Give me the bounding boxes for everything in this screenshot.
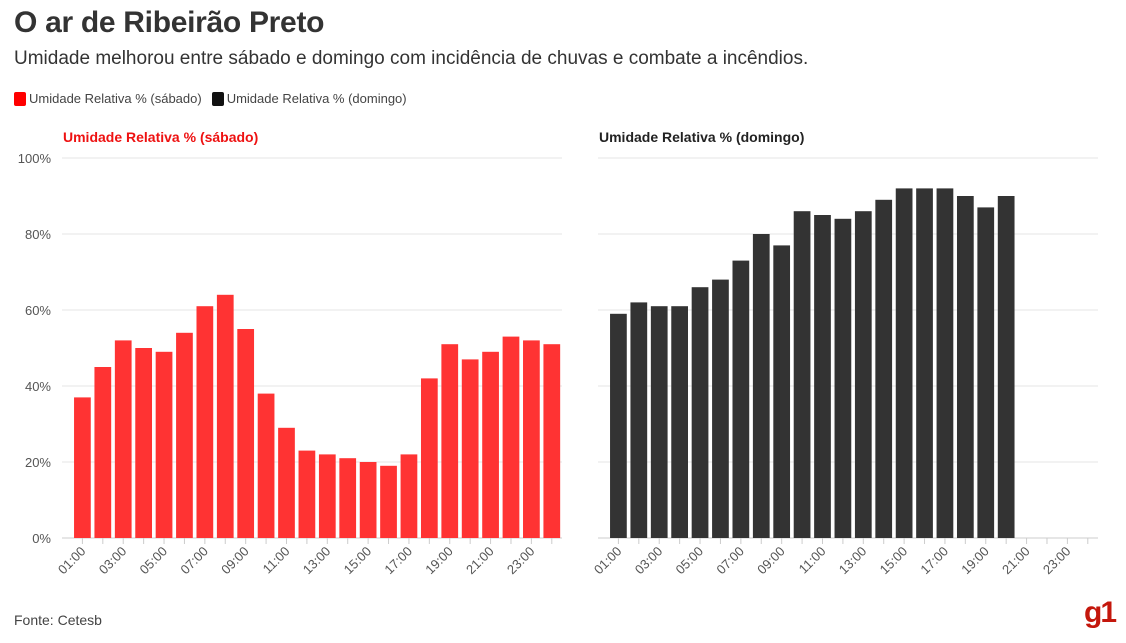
panel-title-0: Umidade Relativa % (sábado)	[63, 129, 258, 145]
legend-label-sabado: Umidade Relativa % (sábado)	[29, 91, 202, 106]
y-tick-label: 40%	[25, 379, 51, 394]
x-tick-label: 21:00	[463, 544, 497, 578]
x-tick-label: 03:00	[96, 544, 130, 578]
bar-1-1100	[814, 215, 831, 538]
bar-1-1500	[895, 188, 913, 538]
x-tick-label: 13:00	[300, 544, 334, 578]
bar-0-1200	[298, 450, 316, 538]
x-tick-label: 07:00	[177, 544, 211, 578]
bar-1-0900	[773, 245, 791, 538]
bar-1-0500	[691, 287, 709, 538]
bar-0-0600	[176, 332, 193, 538]
bar-0-1000	[257, 393, 275, 538]
bar-0-1500	[359, 462, 377, 538]
bar-1-0200	[630, 302, 648, 538]
bar-0-1800	[420, 378, 438, 538]
x-tick-label: 05:00	[673, 544, 707, 578]
bar-0-1700	[400, 454, 418, 538]
bar-1-1000	[793, 211, 811, 538]
bar-1-2000	[997, 196, 1015, 538]
panel-title-1: Umidade Relativa % (domingo)	[599, 129, 804, 145]
y-tick-label: 20%	[25, 455, 51, 470]
bar-1-0800	[752, 234, 770, 538]
bar-1-1300	[854, 211, 872, 538]
bar-1-1600	[916, 188, 933, 538]
x-tick-label: 03:00	[632, 544, 666, 578]
source-note: Fonte: Cetesb	[14, 612, 102, 628]
bar-1-0100	[610, 313, 627, 538]
bar-0-2100	[482, 351, 499, 538]
bar-1-0400	[671, 306, 688, 538]
bar-0-0300	[114, 340, 132, 538]
x-tick-label: 11:00	[796, 544, 829, 577]
x-tick-label: 15:00	[341, 544, 375, 578]
x-tick-label: 23:00	[504, 544, 538, 578]
bar-0-2400	[543, 344, 561, 538]
bar-0-1300	[318, 454, 336, 538]
bar-0-0200	[94, 367, 112, 538]
bar-0-0500	[155, 351, 173, 538]
bar-1-1700	[936, 188, 954, 538]
legend-item-sabado: Umidade Relativa % (sábado)	[14, 91, 202, 106]
bar-0-1600	[380, 465, 397, 538]
bar-0-1400	[339, 458, 357, 538]
bar-1-1900	[977, 207, 995, 538]
bar-1-0700	[732, 260, 750, 538]
x-tick-label: 23:00	[1040, 544, 1074, 578]
bar-1-1400	[875, 199, 893, 539]
x-tick-label: 11:00	[260, 544, 293, 577]
bar-0-0900	[237, 329, 255, 538]
legend-swatch-domingo	[211, 91, 224, 106]
bar-1-1200	[834, 218, 852, 539]
y-tick-label: 0%	[32, 531, 51, 546]
g1-logo: g1	[1084, 596, 1117, 629]
x-tick-label: 19:00	[958, 544, 992, 578]
y-tick-label: 60%	[25, 303, 51, 318]
bar-0-0100	[74, 397, 91, 538]
bar-0-2200	[502, 336, 520, 538]
legend-item-domingo: Umidade Relativa % (domingo)	[211, 91, 407, 106]
x-tick-label: 17:00	[917, 544, 951, 578]
bar-1-0600	[712, 279, 729, 538]
x-tick-label: 15:00	[877, 544, 911, 578]
legend: Umidade Relativa % (sábado) Umidade Rela…	[14, 91, 417, 106]
bar-1-0300	[650, 306, 668, 538]
bar-0-1900	[441, 344, 459, 538]
x-tick-label: 09:00	[218, 544, 252, 578]
x-tick-label: 17:00	[381, 544, 415, 578]
bar-0-1100	[278, 427, 295, 538]
bar-0-0700	[196, 306, 214, 538]
x-tick-label: 07:00	[713, 544, 747, 578]
y-tick-label: 80%	[25, 227, 51, 242]
x-tick-label: 21:00	[999, 544, 1033, 578]
x-tick-label: 13:00	[836, 544, 870, 578]
chart-title: O ar de Ribeirão Preto	[14, 6, 325, 39]
bar-0-2000	[461, 359, 479, 538]
x-tick-label: 09:00	[754, 544, 788, 578]
x-tick-label: 01:00	[55, 544, 89, 578]
y-tick-label: 100%	[18, 151, 52, 166]
x-tick-label: 19:00	[422, 544, 456, 578]
x-tick-label: 01:00	[591, 544, 625, 578]
bar-0-2300	[523, 340, 540, 538]
bar-0-0800	[216, 294, 234, 538]
chart-subtitle: Umidade melhorou entre sábado e domingo …	[14, 48, 809, 69]
legend-swatch-sabado	[14, 91, 26, 106]
bar-1-1800	[956, 196, 974, 538]
legend-label-domingo: Umidade Relativa % (domingo)	[226, 91, 407, 106]
x-tick-label: 05:00	[137, 544, 171, 578]
bar-0-0400	[135, 348, 152, 538]
